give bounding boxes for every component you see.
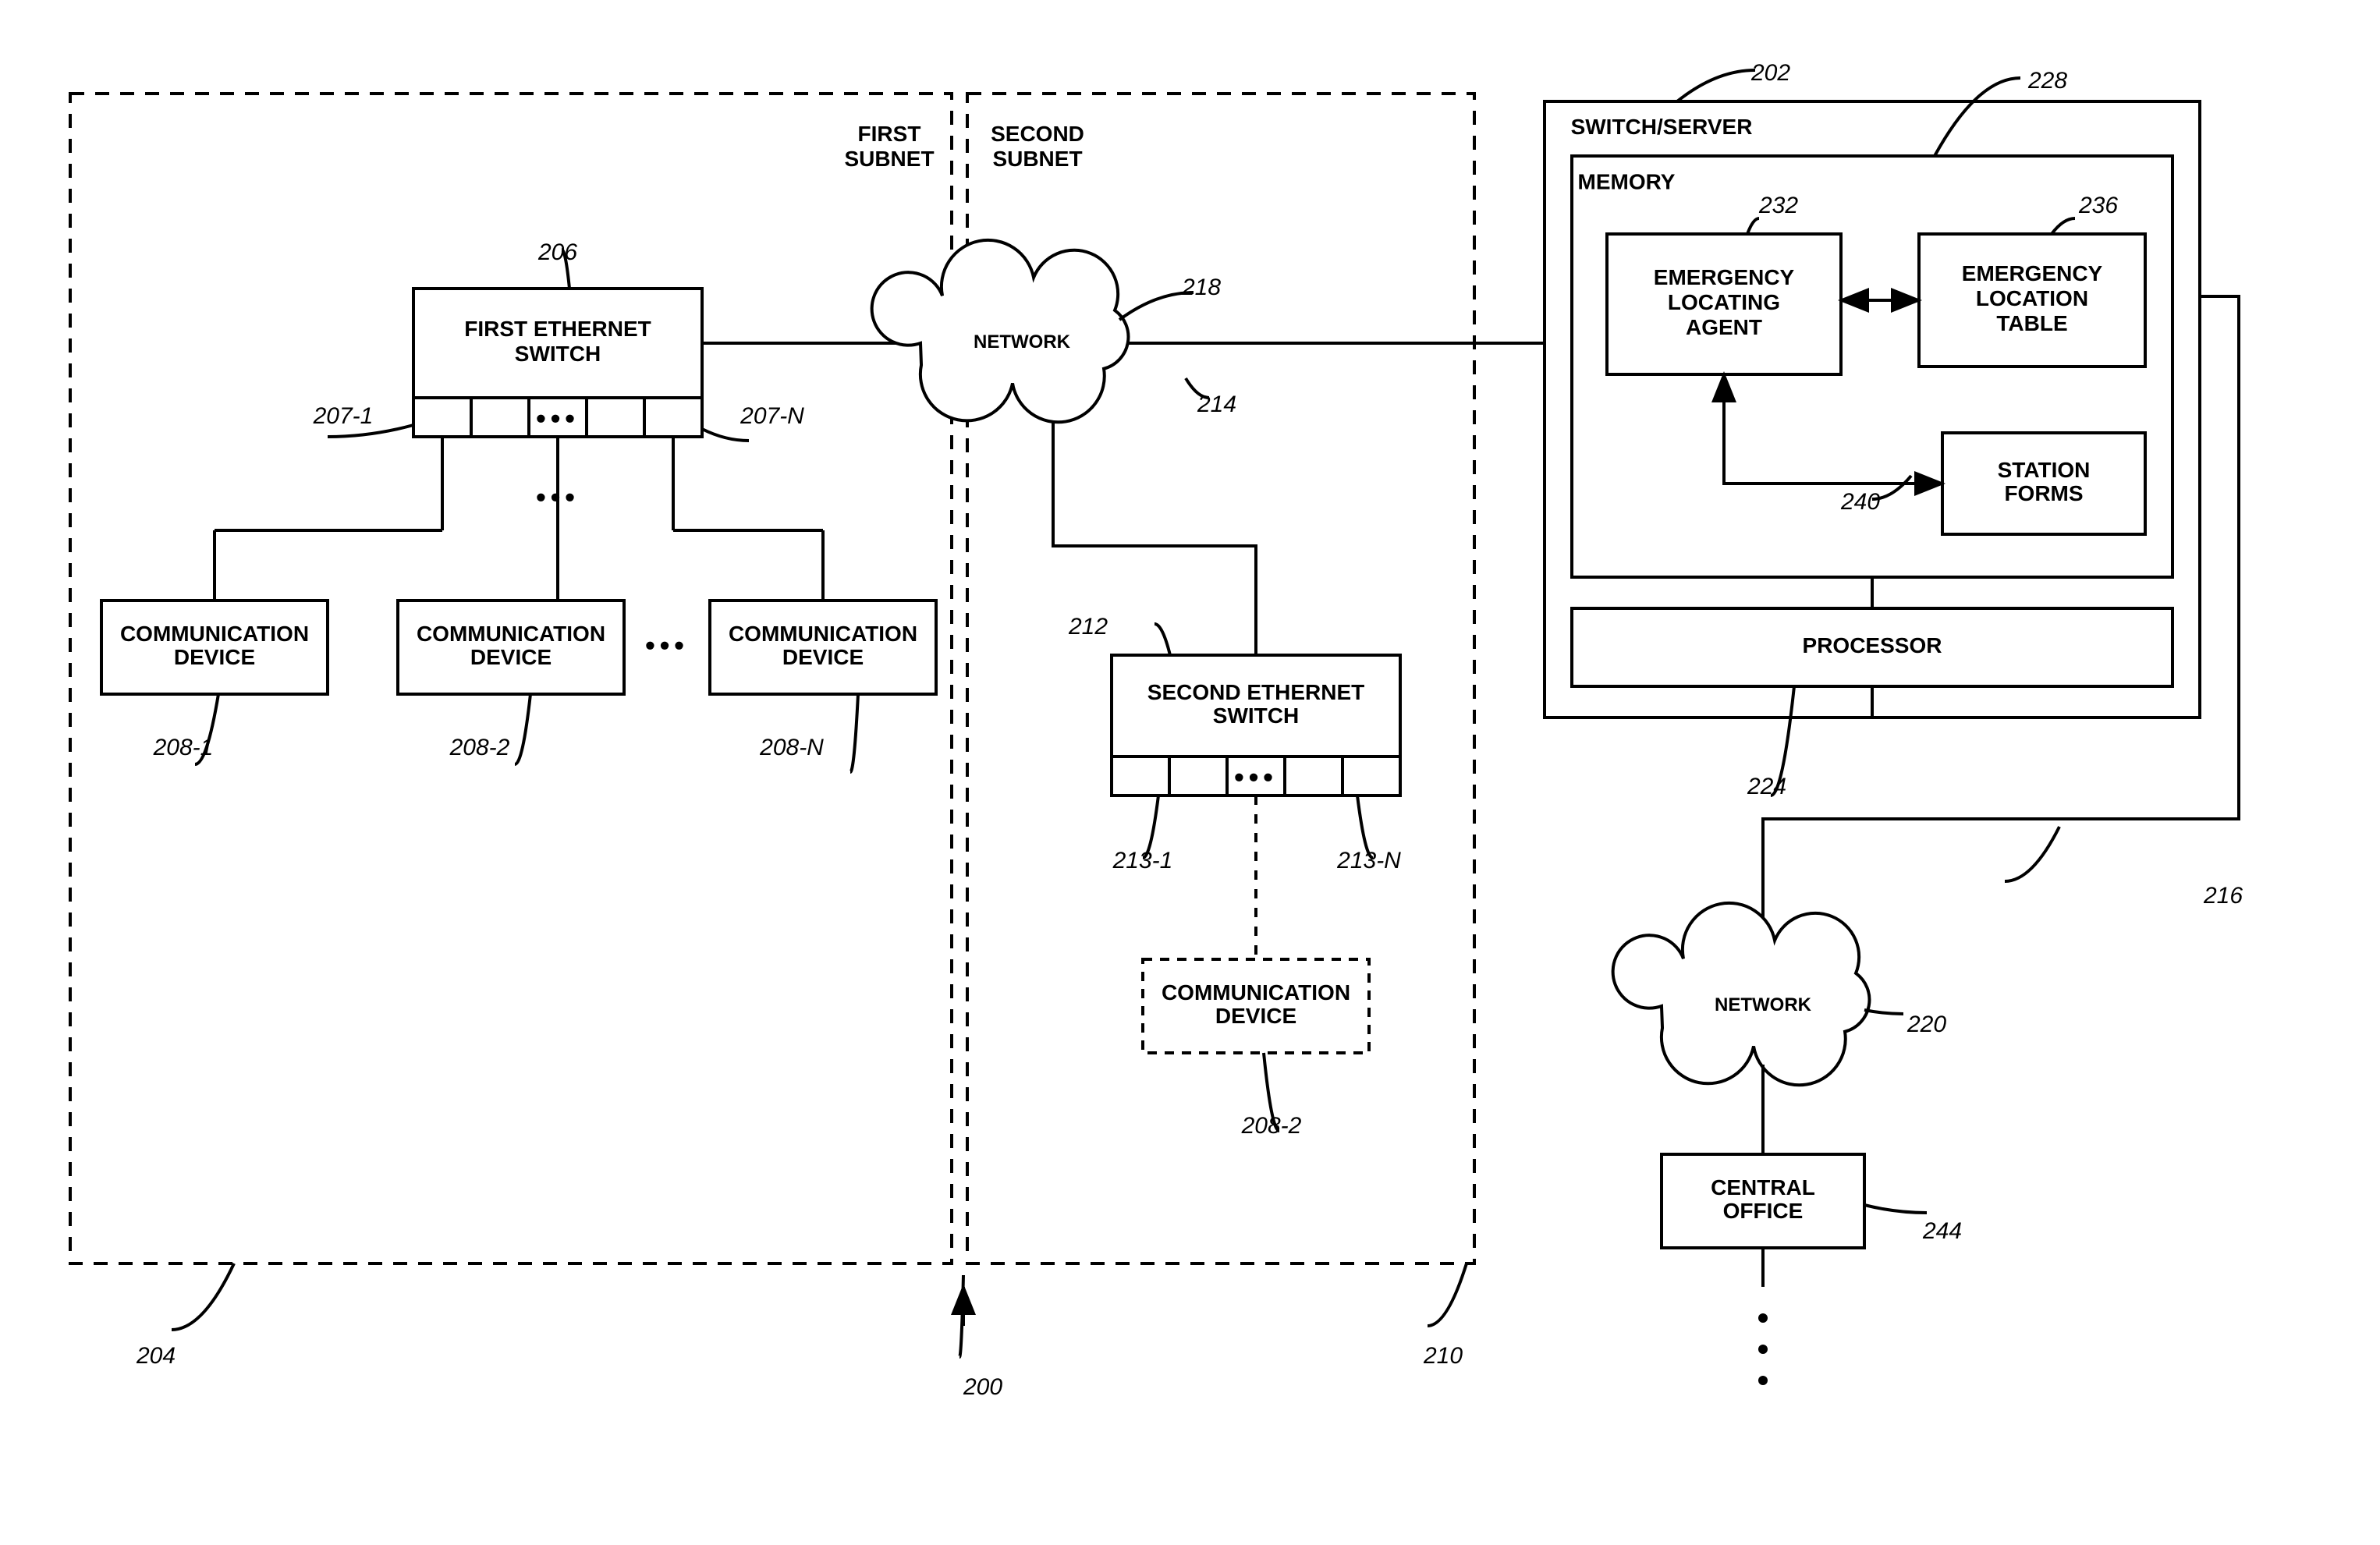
- ref-228: 228: [2027, 68, 2067, 94]
- ref-213-1: 213-1: [1112, 848, 1173, 873]
- svg-text:•••: •••: [536, 481, 580, 513]
- ref-200: 200: [963, 1374, 1002, 1400]
- memory-label: MEMORY: [1578, 169, 1676, 193]
- ref-207-n: 207-N: [740, 403, 804, 429]
- ref-240: 240: [1840, 489, 1880, 515]
- switch-server-label: SWITCH/SERVER: [1571, 115, 1753, 139]
- ref-210: 210: [1423, 1343, 1463, 1369]
- network-diagram: FIRSTSUBNETSECONDSUBNETFIRST ETHERNETSWI…: [0, 0, 2380, 1545]
- processor-label: PROCESSOR: [1803, 633, 1942, 657]
- ref-220: 220: [1906, 1012, 1946, 1037]
- svg-text:•••: •••: [645, 629, 689, 661]
- ref-244: 244: [1922, 1218, 1962, 1244]
- svg-text:•••: •••: [536, 402, 580, 434]
- network-1-label: NETWORK: [974, 331, 1071, 353]
- first-subnet-title: FIRSTSUBNET: [844, 122, 934, 171]
- second-switch-ports: •••: [1112, 757, 1400, 796]
- ref-232: 232: [1758, 193, 1798, 218]
- first-switch-ports: •••: [413, 398, 702, 437]
- ref-206: 206: [537, 239, 577, 265]
- ref-208-N: 208-N: [759, 735, 824, 760]
- ref-204: 204: [136, 1343, 176, 1369]
- central-office-label: CENTRALOFFICE: [1711, 1175, 1815, 1223]
- ref-212: 212: [1068, 614, 1108, 640]
- network-2-label: NETWORK: [1715, 994, 1812, 1015]
- ref-236: 236: [2078, 193, 2118, 218]
- ref-216: 216: [2203, 883, 2243, 909]
- ref-208-2: 208-2: [449, 735, 510, 760]
- ref-202: 202: [1750, 60, 1790, 86]
- forms-label: STATIONFORMS: [1998, 458, 2091, 505]
- svg-text:•••: •••: [1234, 761, 1278, 793]
- ref-207-1: 207-1: [313, 403, 374, 429]
- ref-218: 218: [1181, 275, 1221, 300]
- second-subnet-title: SECONDSUBNET: [991, 122, 1084, 171]
